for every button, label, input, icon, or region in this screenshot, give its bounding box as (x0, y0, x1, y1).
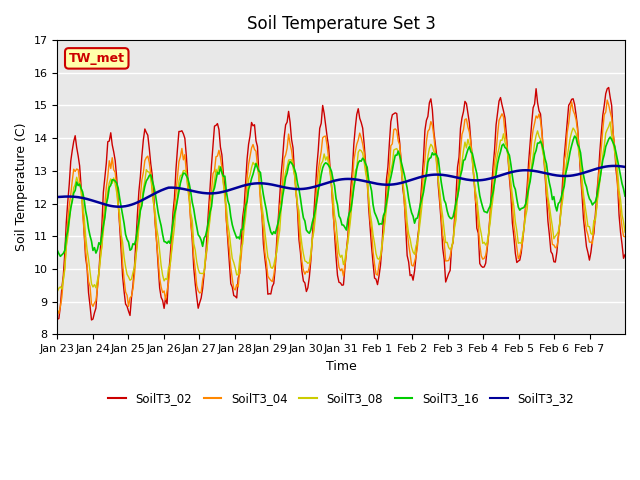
SoilT3_16 (544, 172, 552, 178)
SoilT3_04 (460, 127, 467, 132)
SoilT3_04 (92, 298, 100, 303)
SoilT3_08 (543, 179, 550, 185)
SoilT3_02 (88, 317, 95, 323)
SoilT3_02 (347, 184, 355, 190)
SoilT3_16 (54, 248, 61, 253)
SoilT3_32 (116, 204, 124, 210)
SoilT3_08 (73, 174, 81, 180)
SoilT3_02 (92, 305, 100, 311)
SoilT3_02 (620, 255, 627, 261)
Line: SoilT3_08: SoilT3_08 (58, 122, 625, 291)
Text: TW_met: TW_met (68, 52, 125, 65)
SoilT3_16 (571, 133, 579, 139)
SoilT3_16 (620, 186, 627, 192)
SoilT3_16 (56, 253, 64, 259)
SoilT3_32 (347, 176, 355, 182)
SoilT3_04 (347, 199, 355, 204)
SoilT3_02 (605, 84, 612, 90)
SoilT3_02 (621, 252, 629, 258)
Y-axis label: Soil Temperature (C): Soil Temperature (C) (15, 123, 28, 252)
SoilT3_04 (55, 311, 63, 316)
SoilT3_32 (621, 164, 629, 170)
SoilT3_08 (606, 119, 614, 125)
SoilT3_02 (544, 218, 552, 224)
Line: SoilT3_04: SoilT3_04 (58, 100, 625, 313)
SoilT3_32 (544, 171, 552, 177)
Line: SoilT3_02: SoilT3_02 (58, 87, 625, 320)
SoilT3_08 (54, 288, 61, 294)
SoilT3_32 (620, 164, 627, 169)
SoilT3_02 (460, 109, 467, 115)
SoilT3_04 (544, 199, 552, 204)
SoilT3_04 (54, 307, 61, 313)
Title: Soil Temperature Set 3: Soil Temperature Set 3 (247, 15, 436, 33)
Line: SoilT3_16: SoilT3_16 (58, 136, 625, 256)
SoilT3_08 (458, 159, 466, 165)
SoilT3_02 (73, 144, 81, 150)
SoilT3_32 (91, 198, 99, 204)
X-axis label: Time: Time (326, 360, 356, 372)
SoilT3_08 (621, 229, 629, 235)
SoilT3_04 (604, 97, 611, 103)
SoilT3_32 (54, 194, 61, 200)
SoilT3_16 (92, 250, 100, 256)
SoilT3_16 (74, 183, 82, 189)
Legend: SoilT3_02, SoilT3_04, SoilT3_08, SoilT3_16, SoilT3_32: SoilT3_02, SoilT3_04, SoilT3_08, SoilT3_… (104, 387, 579, 410)
SoilT3_02 (54, 316, 61, 322)
SoilT3_08 (618, 212, 626, 218)
Line: SoilT3_32: SoilT3_32 (58, 166, 625, 207)
SoilT3_32 (73, 194, 81, 200)
SoilT3_16 (347, 207, 355, 213)
SoilT3_04 (621, 234, 629, 240)
SoilT3_16 (621, 193, 629, 199)
SoilT3_32 (460, 176, 467, 182)
SoilT3_32 (611, 163, 618, 169)
SoilT3_04 (74, 167, 82, 172)
SoilT3_16 (460, 157, 467, 163)
SoilT3_08 (91, 282, 99, 288)
SoilT3_08 (346, 227, 353, 232)
SoilT3_04 (620, 233, 627, 239)
